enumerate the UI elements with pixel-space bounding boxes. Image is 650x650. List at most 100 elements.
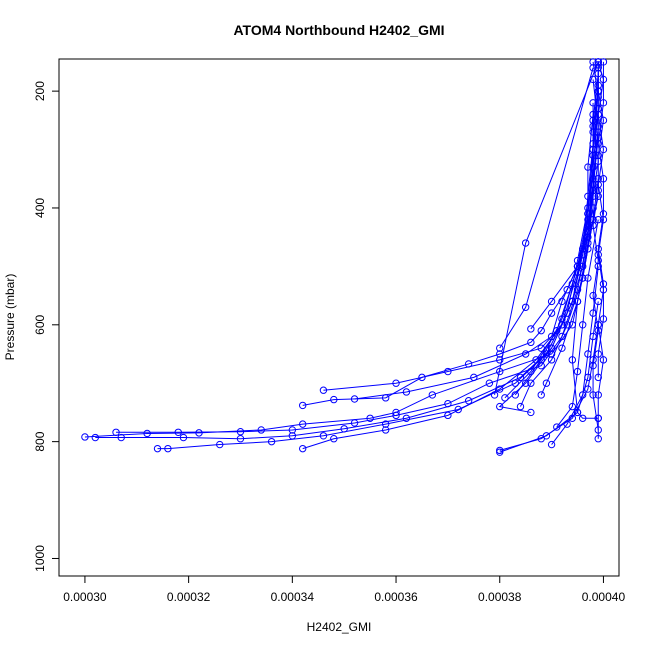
data-point [589,186,597,195]
data-point [558,332,566,341]
data-point [579,414,587,422]
data-point [319,432,328,440]
series-group [81,58,608,456]
data-point [511,391,519,399]
series-line [571,196,599,419]
data-point [381,394,390,402]
data-point [402,388,411,396]
data-point [299,401,307,410]
y-tick-label: 1000 [33,545,47,572]
data-point [444,367,452,376]
y-tick-label: 200 [33,81,47,101]
data-point [553,326,561,335]
data-point [584,373,592,382]
data-point [402,414,411,422]
data-point [143,429,151,438]
data-point [547,344,556,352]
data-point [568,356,577,364]
data-point [594,391,602,399]
x-tick-label: 0.00030 [63,590,107,604]
data-point [573,256,582,265]
series-line [556,219,599,428]
plot-frame [58,58,620,577]
series-line [504,108,599,399]
data-point [542,350,551,358]
y-axis-label: Pressure (mbar) [3,274,17,361]
data-point [164,444,172,453]
series-line [597,61,604,439]
data-point [537,435,545,443]
data-point [537,326,545,335]
data-point [527,325,535,333]
data-point [599,356,608,364]
data-point [568,402,577,411]
series-line [116,85,599,433]
data-point [589,361,597,370]
data-point [153,444,162,453]
data-point [584,227,592,236]
data-point [496,344,504,352]
data-point [511,379,519,387]
data-point [568,414,577,422]
data-point [299,444,307,453]
data-point [381,420,390,428]
data-point [496,446,504,455]
series-line [84,79,599,438]
data-point [584,385,592,393]
data-point [527,408,535,417]
data-point [584,163,592,171]
data-point [589,391,597,399]
data-point [594,186,602,195]
data-point [599,145,608,154]
series-line [498,207,594,413]
series-line [323,61,599,391]
data-point [573,297,582,306]
data-point [594,414,602,422]
data-point [594,435,602,443]
data-point [454,405,462,414]
data-point [547,440,556,449]
x-tick-label: 0.00040 [582,590,626,604]
data-point [444,411,452,420]
data-point [594,350,602,358]
data-point [257,426,265,434]
data-point [589,291,597,300]
chart-title: ATOM4 Northbound H2402_GMI [233,22,444,38]
data-point [350,419,359,427]
data-point [330,435,338,443]
data-point [594,140,602,148]
data-point [381,426,390,434]
data-point [558,344,566,352]
data-point [112,428,120,436]
data-point [267,437,276,446]
data-point [319,386,328,394]
data-point [594,87,602,95]
data-point [117,433,125,442]
data-point [236,435,245,443]
data-point [464,397,473,405]
data-point [568,297,577,306]
data-point [91,433,99,442]
x-tick-label: 0.00032 [167,590,211,604]
data-point [584,274,592,282]
x-tick-label: 0.00038 [478,590,522,604]
series-line [597,61,604,378]
data-point [589,163,597,171]
series-line [499,324,599,451]
data-point [527,338,535,347]
x-axis: 0.00030 0.00032 0.00034 0.00036 0.00038 0.000… [63,575,626,604]
series-line [157,102,594,450]
x-tick-label: 0.00034 [271,590,315,604]
data-point [589,110,597,119]
data-point [599,280,608,288]
series-line [551,266,599,445]
data-point [599,116,608,125]
data-point [599,210,608,218]
y-tick-label: 800 [33,431,47,451]
data-point [366,414,374,422]
data-point [418,373,426,382]
data-point [599,99,608,107]
data-point [288,426,297,434]
data-point [527,379,535,387]
